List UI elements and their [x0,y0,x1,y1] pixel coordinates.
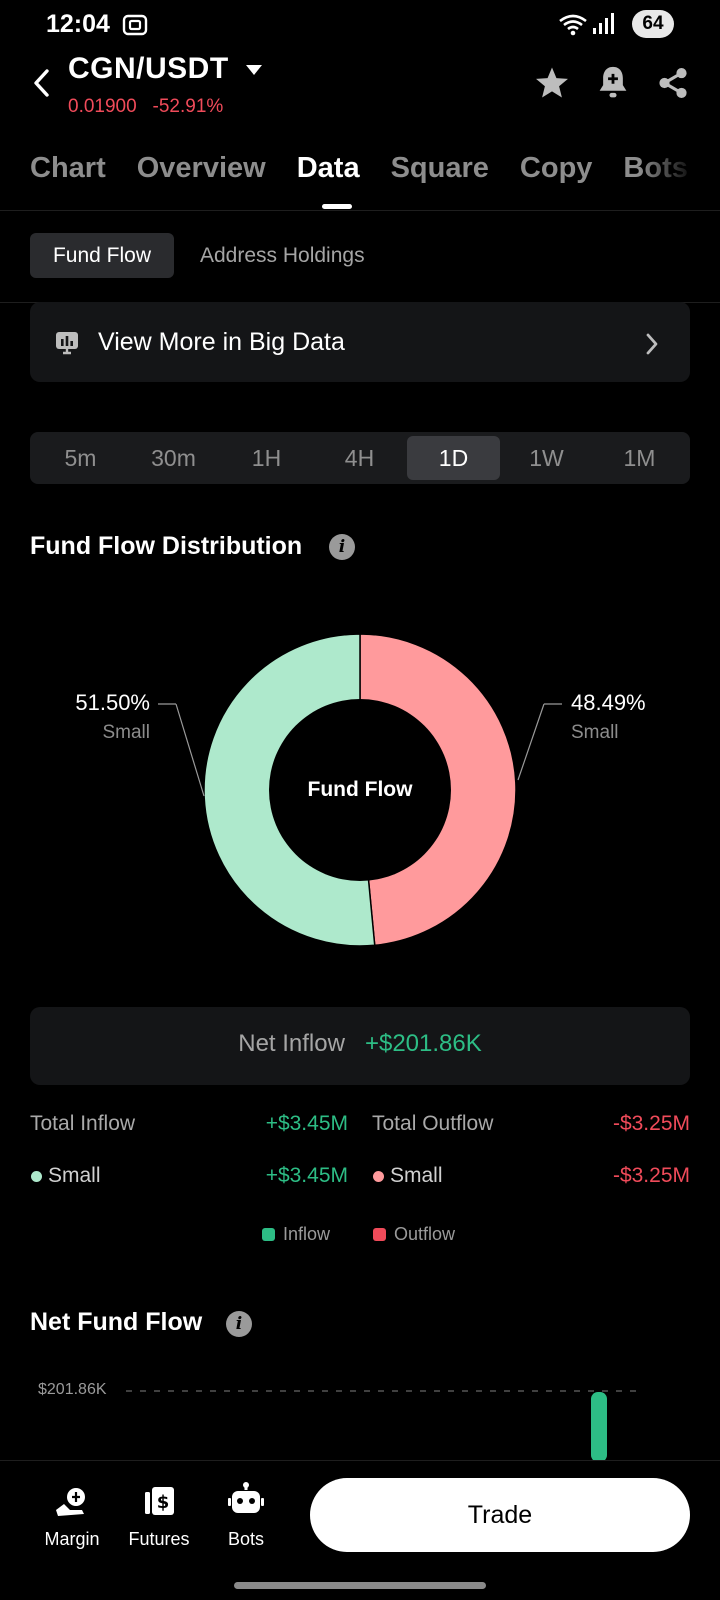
tabs-fade [640,150,720,200]
nav-futures-label[interactable]: Futures [128,1529,190,1549]
small-outflow-value: -$3.25M [612,1164,690,1187]
interval-selector [30,432,690,484]
active-tab-indicator [322,204,352,209]
small-inflow-dot [31,1171,42,1182]
total-outflow-label: Total Outflow [372,1112,494,1135]
back-icon[interactable] [30,68,54,98]
inflow-pct-label: 51.50% [75,690,150,715]
legend-outflow-label: Outflow [394,1224,456,1244]
nav-margin-label[interactable]: Margin [44,1529,100,1549]
futures-icon[interactable]: $ [142,1484,176,1518]
small-inflow-label: Small [48,1164,101,1187]
price-row: 0.01900 -52.91% [68,96,223,118]
outflow-leader-line-2 [517,703,545,781]
outflow-pct-label: 48.49% [571,690,646,715]
outflow-type-label: Small [571,722,619,743]
interval-4h[interactable]: 4H [344,444,375,471]
info-icon[interactable]: i [329,534,355,560]
home-indicator[interactable] [234,1582,486,1589]
trade-button[interactable]: Trade [310,1478,690,1552]
legend-outflow-swatch [373,1228,386,1241]
net-inflow-row: Net Inflow +$201.86K [30,1030,690,1058]
last-price: 0.01900 [68,96,137,117]
donut-hole [269,699,451,881]
net-inflow-card [30,1007,690,1085]
signal-icon [593,13,614,34]
total-inflow-value: +$3.45M [265,1112,348,1135]
interval-1h[interactable]: 1H [251,444,282,471]
donut-center-label: Fund Flow [307,778,413,801]
interval-1w[interactable]: 1W [529,444,564,471]
status-time: 12:04 [46,10,110,38]
small-inflow-value: +$3.45M [265,1164,348,1187]
chevron-down-icon[interactable] [245,64,263,76]
tab-data[interactable]: Data [296,152,360,184]
main-tabs: Chart Overview Data Square Copy Bots [30,152,719,192]
interval-30m[interactable]: 30m [151,444,196,471]
chevron-right-icon [646,333,658,355]
distribution-title: Fund Flow Distribution [30,532,303,560]
small-outflow-label: Small [390,1164,443,1187]
big-data-label: View More in Big Data [98,328,345,356]
battery-indicator: 64 [632,10,674,38]
total-inflow-label: Total Inflow [30,1112,136,1135]
tab-square[interactable]: Square [390,152,489,184]
tab-chart[interactable]: Chart [30,152,106,184]
subtab-address-holdings[interactable]: Address Holdings [200,244,365,267]
interval-5m[interactable]: 5m [64,444,97,471]
net-fund-flow-y-label: $201.86K [38,1381,107,1398]
bell-plus-icon[interactable] [596,64,630,102]
interval-1d[interactable]: 1D [407,436,500,480]
bots-icon[interactable] [228,1482,264,1518]
legend-inflow-swatch [262,1228,275,1241]
share-icon[interactable] [656,66,690,100]
chart-board-icon [56,332,78,355]
svg-text:$: $ [157,1492,170,1513]
interval-1m[interactable]: 1M [623,444,656,471]
net-inflow-value: +$201.86K [364,1030,482,1057]
big-data-card[interactable] [30,302,690,382]
subtab-fund-flow[interactable]: Fund Flow [30,233,174,278]
inflow-leader-line-2 [175,703,205,797]
tabs-divider [0,210,720,211]
total-outflow-value: -$3.25M [612,1112,690,1135]
screenshot-icon [122,14,148,36]
net-fund-flow-chart [126,1390,636,1460]
nav-bots-label[interactable]: Bots [227,1529,265,1549]
small-outflow-dot [373,1171,384,1182]
wifi-icon [559,14,587,36]
fund-flow-donut [158,633,562,947]
pair-title[interactable]: CGN/USDT [68,52,229,85]
net-inflow-label: Net Inflow [238,1030,345,1057]
net-fund-flow-bar [591,1392,607,1460]
net-fund-flow-title: Net Fund Flow [30,1308,203,1336]
info-icon[interactable]: i [226,1311,252,1337]
tab-overview[interactable]: Overview [136,152,266,184]
price-change: -52.91% [152,96,224,117]
star-icon[interactable] [534,66,570,100]
tab-copy[interactable]: Copy [519,152,593,184]
inflow-type-label: Small [102,722,150,743]
legend-inflow-label: Inflow [283,1224,331,1244]
margin-icon[interactable] [54,1486,90,1520]
